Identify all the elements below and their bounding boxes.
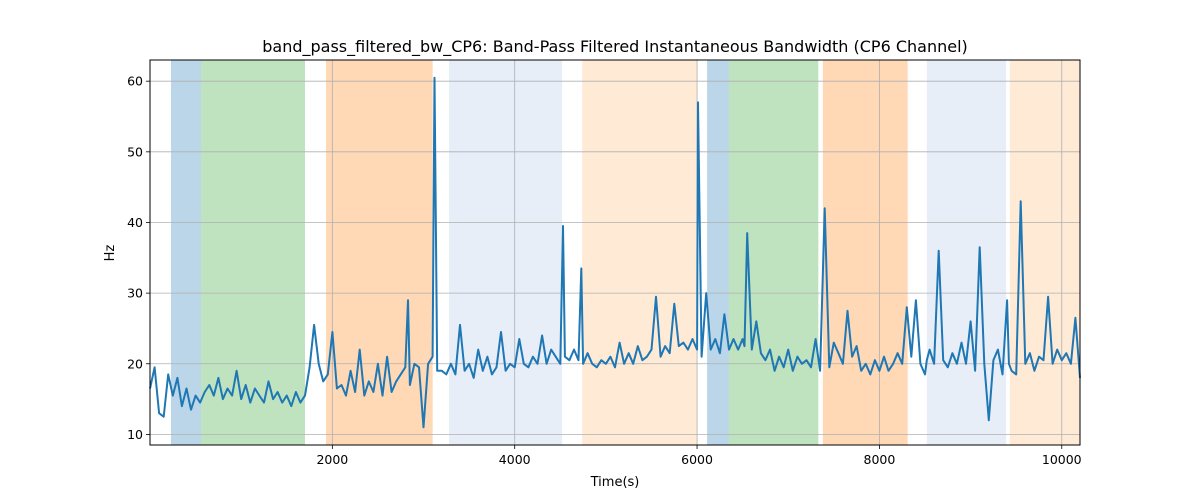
y-tick-label-40: 40 <box>127 215 143 230</box>
span-6 <box>707 60 729 445</box>
span-3 <box>325 60 433 445</box>
x-axis-ticks: 2000 4000 6000 8000 10000 <box>316 445 1082 467</box>
y-axis-label: Hz <box>103 245 118 262</box>
grid <box>150 60 1080 445</box>
x-axis-label: Time(s) <box>590 475 640 490</box>
y-tick-label-10: 10 <box>127 427 143 442</box>
series-line <box>149 76 1081 429</box>
plot-frame <box>149 59 1081 446</box>
x-tick-label-2000: 2000 <box>316 452 348 467</box>
span-5 <box>582 60 698 445</box>
span-7 <box>728 60 819 445</box>
background-spans <box>170 60 1080 445</box>
y-axis-ticks: 10 20 30 40 50 60 <box>127 74 150 442</box>
y-tick-label-20: 20 <box>127 356 143 371</box>
x-tick-label-8000: 8000 <box>864 452 896 467</box>
span-8 <box>822 60 908 445</box>
x-tick-label-4000: 4000 <box>499 452 531 467</box>
y-tick-label-50: 50 <box>127 144 143 159</box>
y-tick-label-60: 60 <box>127 74 143 89</box>
y-tick-label-30: 30 <box>127 286 143 301</box>
span-9 <box>926 60 1007 445</box>
x-tick-label-10000: 10000 <box>1042 452 1082 467</box>
x-tick-label-6000: 6000 <box>681 452 713 467</box>
chart-title: band_pass_filtered_bw_CP6: Band-Pass Fil… <box>262 37 968 57</box>
span-4 <box>449 60 563 445</box>
